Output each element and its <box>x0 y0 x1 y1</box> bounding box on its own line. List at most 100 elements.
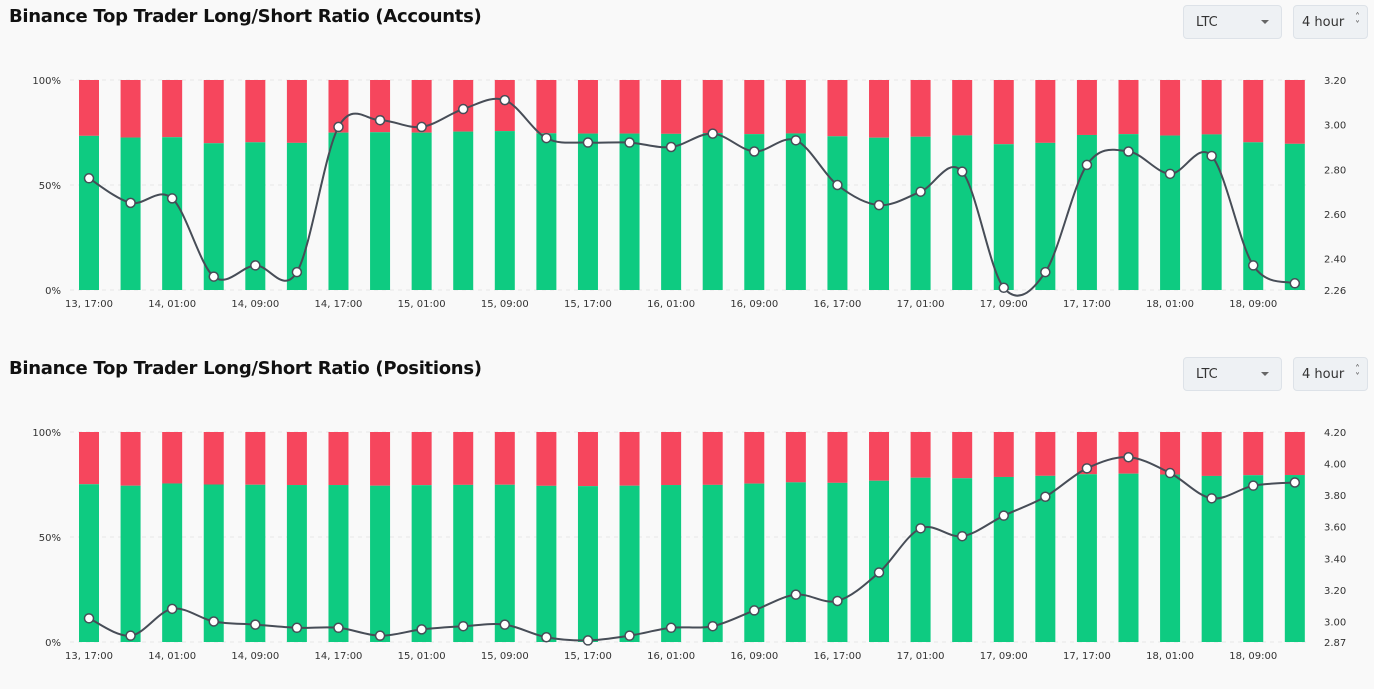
right-tick-label: 4.20 <box>1324 428 1346 439</box>
short-bar <box>536 80 557 134</box>
long-bar <box>328 485 349 642</box>
short-bar <box>827 80 848 137</box>
x-tick-label: 17, 09:00 <box>980 299 1028 310</box>
x-tick-label: 14, 17:00 <box>315 299 363 310</box>
ratio-point <box>166 603 178 615</box>
x-tick-label: 18, 09:00 <box>1229 299 1277 310</box>
left-tick-label: 50% <box>39 533 61 544</box>
right-tick-label: 3.20 <box>1324 586 1346 597</box>
ratio-point <box>998 282 1010 294</box>
ratio-point <box>291 622 303 634</box>
short-bar <box>203 80 224 144</box>
interval-select[interactable]: 4 hour ˄ ˅ <box>1293 357 1368 391</box>
long-bar <box>79 484 99 642</box>
ratio-point <box>83 173 95 184</box>
short-bar <box>1243 432 1264 476</box>
x-tick-label: 15, 17:00 <box>564 651 612 662</box>
short-bar <box>120 80 141 138</box>
short-bar <box>661 80 682 134</box>
ratio-point <box>1040 491 1051 502</box>
long-bar <box>661 133 682 290</box>
long-bar <box>370 132 391 290</box>
right-tick-label: 4.00 <box>1324 460 1346 471</box>
long-bar <box>328 132 349 290</box>
left-tick-label: 50% <box>39 181 61 192</box>
short-bar <box>869 432 890 481</box>
short-bar <box>910 80 931 137</box>
up-down-chevron-icon: ˄ ˅ <box>1355 12 1360 31</box>
long-bar <box>910 477 931 642</box>
long-bar <box>411 485 432 642</box>
ratio-point <box>333 622 344 634</box>
long-bar <box>869 480 890 642</box>
short-bar <box>1118 80 1139 135</box>
long-bar <box>702 133 723 290</box>
x-tick-label: 13, 17:00 <box>65 651 113 662</box>
x-tick-label: 14, 01:00 <box>148 299 196 310</box>
long-bar <box>453 131 474 290</box>
ratio-point <box>374 114 386 126</box>
short-bar <box>661 432 682 486</box>
short-bar <box>1201 80 1222 135</box>
x-tick-label: 14, 17:00 <box>315 651 363 662</box>
ratio-point <box>291 266 303 278</box>
short-bar <box>162 80 183 138</box>
long-bar <box>1243 475 1264 642</box>
long-bar <box>952 478 973 642</box>
x-tick-label: 14, 09:00 <box>231 651 279 662</box>
long-bar <box>1284 143 1305 290</box>
long-bar <box>910 136 931 290</box>
ratio-point <box>790 589 802 600</box>
left-tick-label: 0% <box>45 638 61 649</box>
ratio-point <box>749 605 760 616</box>
long-bar <box>827 136 848 290</box>
short-bar <box>536 432 557 486</box>
x-tick-label: 16, 01:00 <box>647 651 695 662</box>
long-bar <box>120 137 141 290</box>
short-bar <box>494 432 515 485</box>
ratio-point <box>250 260 261 271</box>
short-bar <box>619 80 640 134</box>
interval-value: 4 hour <box>1302 14 1345 30</box>
x-tick-label: 14, 09:00 <box>231 299 279 310</box>
short-bar <box>785 80 806 134</box>
left-tick-label: 100% <box>32 428 61 439</box>
short-bar <box>1284 80 1305 144</box>
short-bar <box>411 432 432 486</box>
ratio-point <box>250 619 261 630</box>
ratio-point <box>416 121 427 133</box>
long-bar <box>702 484 723 642</box>
right-tick-label: 2.40 <box>1324 255 1346 266</box>
x-tick-label: 18, 01:00 <box>1146 299 1194 310</box>
long-bar <box>785 482 806 642</box>
right-tick-label: 3.00 <box>1324 121 1346 132</box>
interval-select[interactable]: 4 hour ˄ ˅ <box>1293 5 1368 39</box>
long-bar <box>1118 473 1139 642</box>
ratio-point <box>998 510 1010 521</box>
short-bar <box>952 80 973 136</box>
ratio-point <box>416 624 427 635</box>
short-bar <box>1035 80 1056 143</box>
short-bar <box>1201 432 1222 476</box>
x-tick-label: 18, 09:00 <box>1229 651 1277 662</box>
x-tick-label: 16, 17:00 <box>813 299 861 310</box>
chart-svg: 100% 50% 0% 3.20 3.00 2.80 2.60 2.40 2.26 13, 17:… <box>32 76 1346 310</box>
long-bar <box>993 476 1014 642</box>
short-bar <box>910 432 931 478</box>
coin-value: LTC <box>1196 14 1218 30</box>
coin-select[interactable]: LTC <box>1183 357 1282 391</box>
short-bar <box>286 432 307 486</box>
ratio-point <box>665 141 677 153</box>
ratio-point <box>457 620 469 632</box>
ratio-point <box>1040 266 1051 278</box>
long-bar <box>744 134 765 290</box>
long-bar <box>411 132 432 290</box>
long-bar <box>1201 475 1222 642</box>
long-bar <box>494 484 515 642</box>
coin-select[interactable]: LTC <box>1183 5 1282 39</box>
short-bar <box>869 80 890 138</box>
right-tick-label: 3.40 <box>1324 554 1346 565</box>
left-tick-label: 100% <box>32 76 61 87</box>
ratio-point <box>83 613 95 624</box>
short-bar <box>619 432 640 486</box>
